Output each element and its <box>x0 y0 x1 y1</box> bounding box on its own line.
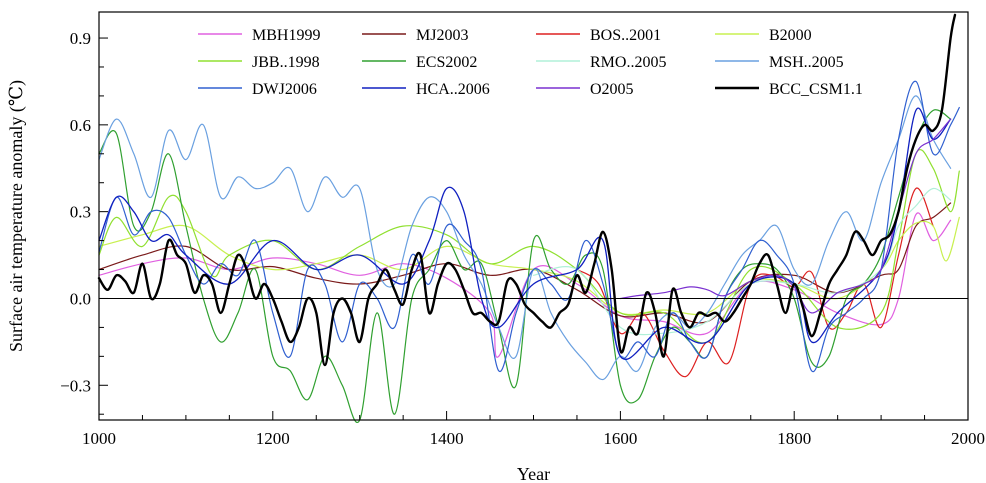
legend-label: MJ2003 <box>416 27 468 44</box>
series-layer <box>97 13 960 424</box>
y-tick-label: 0.3 <box>70 203 91 222</box>
legend-label: B2000 <box>769 27 812 44</box>
legend-label: MBH1999 <box>252 27 320 44</box>
y-axis-label: Surface air temperature anomaly (℃) <box>6 80 27 352</box>
legend-label: RMO..2005 <box>590 54 666 71</box>
x-axis: 1000 1200 1400 1600 1800 2000 <box>82 411 985 448</box>
series-line-dwj2006 <box>98 80 960 372</box>
series-line-ecs2002 <box>98 109 952 424</box>
y-tick-label: −0.3 <box>60 376 91 395</box>
y-tick-label: 0.6 <box>70 116 91 135</box>
legend-label: DWJ2006 <box>252 81 317 98</box>
legend-label: MSH..2005 <box>769 54 844 71</box>
y-axis: −0.3 0.0 0.3 0.6 0.9 <box>60 29 108 415</box>
legend-label: O2005 <box>590 81 634 98</box>
legend-label: HCA..2006 <box>416 81 490 98</box>
legend-label: JBB..1998 <box>252 54 320 71</box>
x-tick-label: 1400 <box>430 429 464 448</box>
series-line-hca-2006 <box>98 107 952 360</box>
series-line-o2005 <box>619 118 952 314</box>
y-tick-label: 0.0 <box>70 289 91 308</box>
x-tick-label: 2000 <box>951 429 985 448</box>
legend-label: BCC_CSM1.1 <box>769 81 863 98</box>
x-tick-label: 1600 <box>603 429 637 448</box>
x-axis-label: Year <box>517 464 550 483</box>
series-line-msh-2005 <box>98 95 952 381</box>
x-tick-label: 1200 <box>256 429 290 448</box>
series-line-bcc-csm1-1 <box>97 13 957 367</box>
y-tick-label: 0.9 <box>70 29 91 48</box>
x-tick-label: 1000 <box>82 429 116 448</box>
series-line-jbb-1998 <box>98 148 960 344</box>
legend-label: ECS2002 <box>416 54 477 71</box>
legend: MBH1999 MJ2003 BOS..2001 B2000 JBB..1998 ECS2… <box>198 27 863 98</box>
series-line-mbh1999 <box>98 212 952 358</box>
legend-label: BOS..2001 <box>590 27 661 44</box>
x-tick-label: 1800 <box>777 429 811 448</box>
